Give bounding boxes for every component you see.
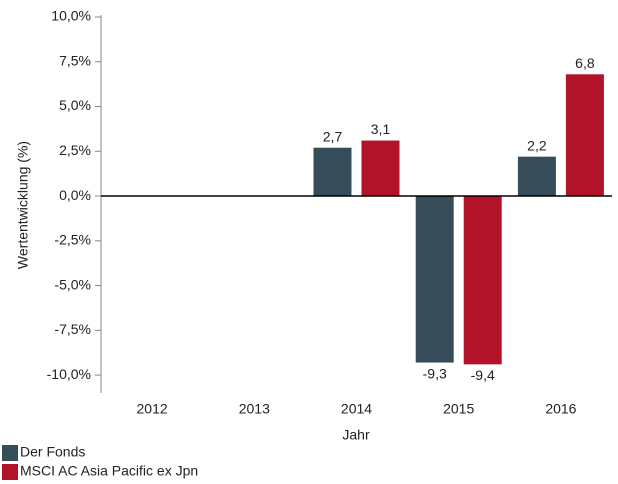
y-tick-label: -10,0% xyxy=(47,366,91,382)
y-tick-label: -2,5% xyxy=(54,232,91,248)
x-tick-label: 2013 xyxy=(239,401,270,417)
value-label: -9,4 xyxy=(471,367,495,383)
value-label: 3,1 xyxy=(371,121,391,137)
legend-label: MSCI AC Asia Pacific ex Jpn xyxy=(20,463,198,479)
bar xyxy=(361,140,400,197)
y-tick-label: 2,5% xyxy=(59,142,91,158)
x-tick-label: 2015 xyxy=(443,401,474,417)
x-tick-label: 2016 xyxy=(545,401,576,417)
legend-swatch xyxy=(2,445,18,461)
legend-label: Der Fonds xyxy=(20,444,85,460)
y-tick-label: 10,0% xyxy=(51,8,91,24)
y-tick-label: 0,0% xyxy=(59,187,91,203)
x-axis-label: Jahr xyxy=(342,427,370,443)
value-label: 2,7 xyxy=(323,128,343,144)
bar xyxy=(517,156,556,197)
y-tick-label: 7,5% xyxy=(59,52,91,68)
value-label: 2,2 xyxy=(527,137,547,153)
bar xyxy=(463,196,502,365)
value-label: 6,8 xyxy=(575,55,595,71)
legend-swatch xyxy=(2,464,18,480)
y-tick-label: -5,0% xyxy=(54,276,91,292)
y-axis-label: Wertentwicklung (%) xyxy=(15,141,31,269)
value-label: -9,3 xyxy=(423,365,447,381)
bar xyxy=(415,196,454,363)
x-tick-label: 2014 xyxy=(341,401,372,417)
x-tick-label: 2012 xyxy=(137,401,168,417)
bar xyxy=(313,147,352,197)
y-tick-label: -7,5% xyxy=(54,321,91,337)
y-tick-label: 5,0% xyxy=(59,97,91,113)
bar xyxy=(565,74,604,197)
